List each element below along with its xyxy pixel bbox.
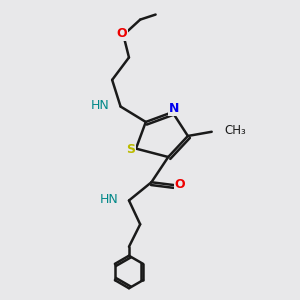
Text: HN: HN (100, 193, 118, 206)
Text: HN: HN (91, 99, 110, 112)
Text: O: O (174, 178, 185, 191)
Text: N: N (169, 102, 179, 115)
Text: CH₃: CH₃ (224, 124, 246, 137)
Text: S: S (126, 143, 135, 157)
Text: O: O (117, 27, 127, 40)
